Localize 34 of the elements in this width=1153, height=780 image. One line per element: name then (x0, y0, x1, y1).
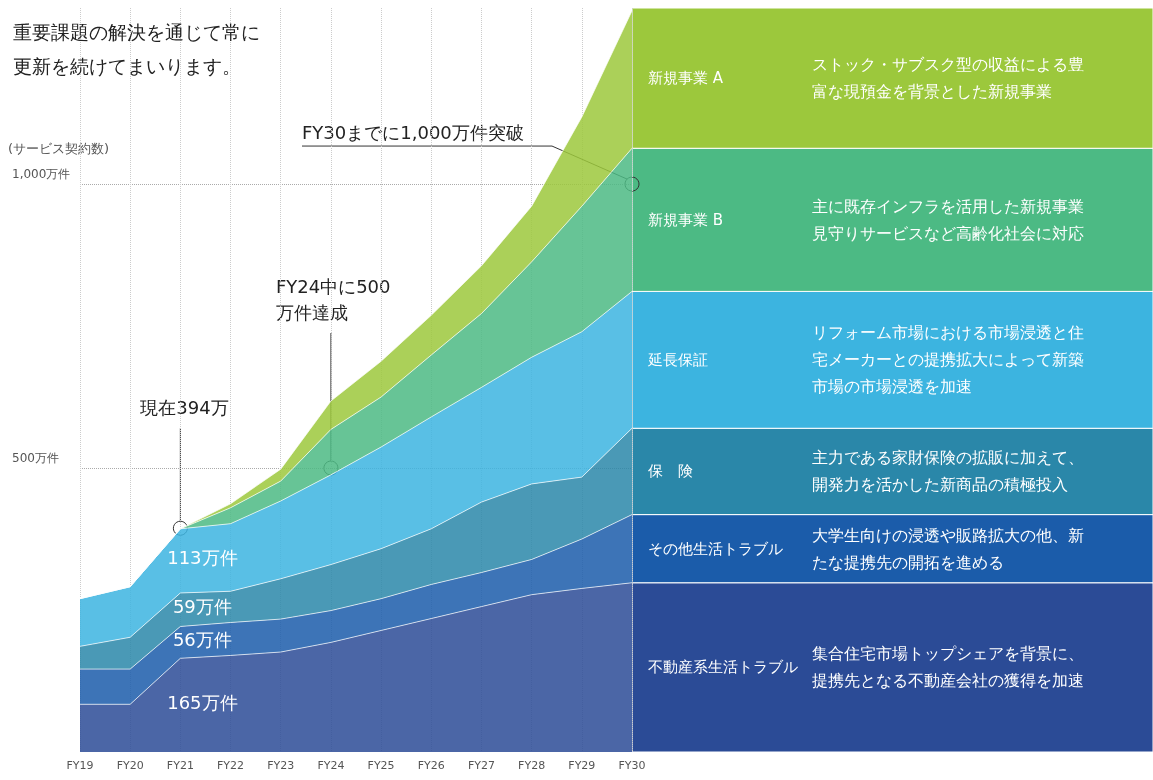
y-axis-title: (サービス契約数) (8, 141, 110, 157)
text: 主に既存インフラを活用した新規事業見守りサービスなど高齢化社会に対応 (812, 196, 1084, 243)
text: 大学生向けの浸透や販路拡大の他、新たな提携先の開拓を進める (812, 525, 1084, 572)
x-tick-label: FY21 (166, 759, 194, 772)
x-tick-label: FY27 (467, 759, 495, 772)
series-label: 延長保証 (647, 350, 708, 369)
x-tick-label: FY20 (116, 759, 144, 772)
data-label: 56万件 (172, 628, 232, 650)
x-tick-label: FY30 (618, 759, 646, 772)
data-label: 59万件 (172, 596, 232, 618)
series-label: 新規事業 A (648, 69, 724, 88)
series-label: 新規事業 B (648, 210, 724, 229)
text: 重要課題の解決を通じて常に更新を続けてまいります。 (13, 21, 260, 77)
series-label: その他生活トラブル (648, 539, 783, 558)
x-tick-label: FY28 (518, 759, 546, 772)
series-label: 不動産系生活トラブル (648, 658, 798, 677)
text: ストック・サブスク型の収益による豊富な現預金を背景とした新規事業 (812, 55, 1084, 102)
x-tick-label: FY29 (568, 759, 596, 772)
text: 主力である家財保険の拡販に加えて、開発力を活かした新商品の積極投入 (812, 448, 1084, 495)
x-tick-label: FY19 (66, 759, 94, 772)
x-tick-label: FY23 (267, 759, 295, 772)
annotation: 現在394万 (140, 396, 229, 418)
annotation: FY24中に500万件達成 (275, 275, 391, 323)
text: 集合住宅市場トップシェアを背景に、提携先となる不動産会社の獲得を加速 (812, 644, 1084, 691)
x-tick-label: FY22 (217, 759, 245, 772)
series-label: 保 険 (648, 462, 693, 481)
x-tick-label: FY26 (417, 759, 445, 772)
data-label: 165万件 (167, 691, 238, 713)
text: リフォーム市場における市場浸透と住宅メーカーとの提携拡大によって新築市場の市場浸透を加速 (812, 323, 1084, 397)
data-label: 113万件 (167, 547, 238, 569)
x-tick-label: FY25 (367, 759, 395, 772)
y-tick-label: 1,000万件 (12, 167, 71, 182)
x-tick-label: FY24 (317, 759, 345, 772)
y-tick-label: 500万件 (12, 451, 59, 466)
